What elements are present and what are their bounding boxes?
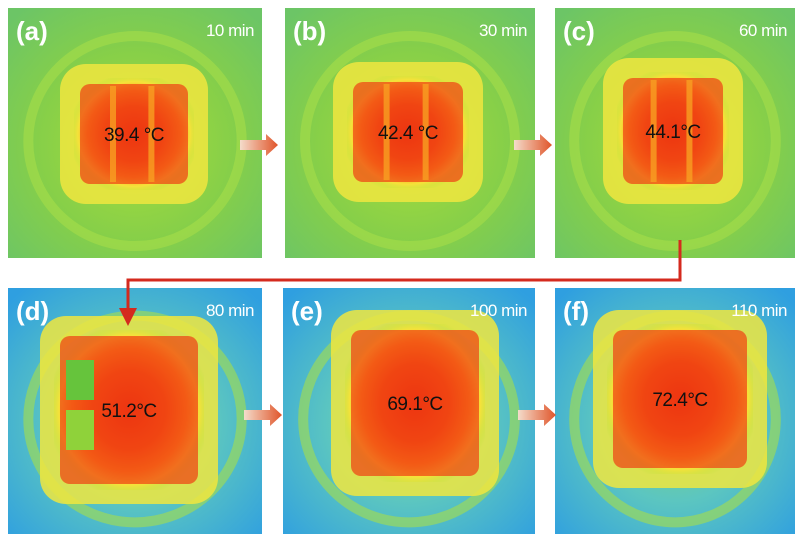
figure: (a) 10 min 39.4 °C (b) 30 min 42.4 °C (c) 60 mi… — [0, 0, 795, 534]
temperature-label: 39.4 °C — [104, 125, 164, 146]
time-label: 10 min — [206, 21, 254, 40]
panel-label: (e) — [291, 296, 323, 326]
panel-label: (b) — [293, 16, 326, 46]
panel-label: (d) — [16, 296, 49, 326]
time-label: 80 min — [206, 301, 254, 320]
time-label: 30 min — [479, 21, 527, 40]
time-label: 100 min — [470, 301, 527, 320]
cool-cell — [66, 360, 94, 400]
panel-label: (f) — [563, 296, 589, 326]
temperature-label: 69.1°C — [387, 394, 442, 415]
temperature-label: 72.4°C — [652, 390, 707, 411]
thermal-panel: (e) 100 min 69.1°C — [283, 288, 535, 534]
thermal-panel: (b) 30 min 42.4 °C — [285, 8, 535, 258]
temperature-label: 51.2°C — [101, 401, 156, 422]
thermal-panel: (a) 10 min 39.4 °C — [8, 8, 262, 258]
thermal-panel: (d) 80 min 51.2°C — [8, 288, 262, 534]
thermal-panel: (f) 110 min 72.4°C — [555, 288, 795, 534]
panel-label: (c) — [563, 16, 595, 46]
cool-cell — [66, 410, 94, 450]
panel-label: (a) — [16, 16, 48, 46]
temperature-label: 42.4 °C — [378, 123, 438, 144]
time-label: 60 min — [739, 21, 787, 40]
thermal-panel: (c) 60 min 44.1°C — [555, 8, 795, 258]
time-label: 110 min — [731, 301, 787, 320]
temperature-label: 44.1°C — [645, 122, 700, 143]
